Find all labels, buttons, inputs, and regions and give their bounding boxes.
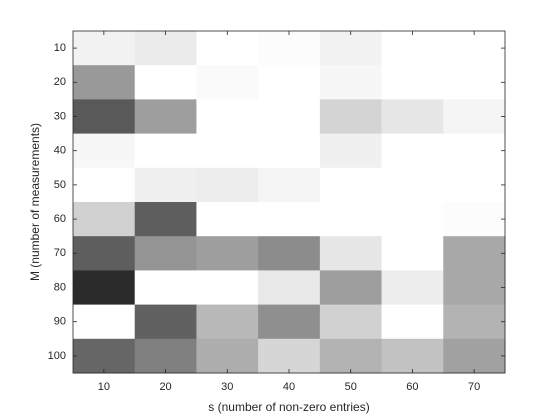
heatmap-cell xyxy=(381,133,444,169)
heatmap-cell xyxy=(258,304,321,340)
heatmap-cell xyxy=(73,338,136,374)
y-tick-label: 70 xyxy=(54,247,66,259)
x-tick-label: 70 xyxy=(468,381,480,393)
heatmap-cell xyxy=(381,65,444,100)
heatmap-cell xyxy=(196,133,259,169)
heatmap-cell xyxy=(319,304,383,340)
heatmap-cell xyxy=(443,31,506,66)
heatmap-cell xyxy=(258,338,321,374)
x-tick-label: 10 xyxy=(98,381,110,393)
heatmap-cells xyxy=(73,31,506,374)
heatmap-cell xyxy=(73,167,136,203)
x-tick-label: 30 xyxy=(221,381,233,393)
heatmap-cell xyxy=(134,65,197,100)
heatmap-cell xyxy=(381,99,444,135)
heatmap-cell xyxy=(381,167,444,203)
heatmap-cell xyxy=(381,202,444,237)
x-tick-label: 50 xyxy=(345,381,357,393)
heatmap-cell xyxy=(73,304,136,340)
x-axis-label: s (number of non-zero entries) xyxy=(208,400,369,414)
x-tick-label: 40 xyxy=(283,381,295,393)
heatmap-cell xyxy=(319,236,383,271)
heatmap-cell xyxy=(73,270,136,306)
heatmap-cell xyxy=(443,133,506,169)
y-tick-label: 90 xyxy=(54,316,66,328)
heatmap-cell xyxy=(196,31,259,66)
heatmap-cell xyxy=(443,304,506,340)
heatmap-cell xyxy=(258,202,321,237)
heatmap-cell xyxy=(443,65,506,100)
heatmap-cell xyxy=(443,270,506,306)
y-tick-label: 30 xyxy=(54,110,66,122)
heatmap-cell xyxy=(258,99,321,135)
heatmap-cell xyxy=(134,31,197,66)
heatmap-cell xyxy=(73,202,136,237)
y-tick-label: 80 xyxy=(54,281,66,293)
heatmap-cell xyxy=(134,167,197,203)
heatmap-cell xyxy=(73,133,136,169)
heatmap-cell xyxy=(319,270,383,306)
x-tick-label: 20 xyxy=(159,381,171,393)
heatmap-cell xyxy=(73,31,136,66)
y-tick-label: 60 xyxy=(54,213,66,225)
heatmap-cell xyxy=(196,99,259,135)
heatmap-cell xyxy=(196,167,259,203)
heatmap-cell xyxy=(258,270,321,306)
heatmap-cell xyxy=(258,65,321,100)
y-tick-label: 50 xyxy=(54,179,66,191)
heatmap-cell xyxy=(73,236,136,271)
y-tick-label: 40 xyxy=(54,145,66,157)
heatmap-cell xyxy=(381,304,444,340)
heatmap-cell xyxy=(319,202,383,237)
heatmap-cell xyxy=(73,65,136,100)
heatmap-cell xyxy=(443,202,506,237)
heatmap-cell xyxy=(443,338,506,374)
heatmap-cell xyxy=(196,304,259,340)
y-tick-label: 20 xyxy=(54,76,66,88)
heatmap-cell xyxy=(319,31,383,66)
heatmap-cell xyxy=(196,236,259,271)
heatmap-cell xyxy=(134,99,197,135)
heatmap-cell xyxy=(443,167,506,203)
heatmap-cell xyxy=(196,270,259,306)
heatmap-cell xyxy=(258,31,321,66)
heatmap-cell xyxy=(258,133,321,169)
heatmap-cell xyxy=(134,270,197,306)
y-axis-label: M (number of measurements) xyxy=(28,123,42,281)
heatmap-cell xyxy=(319,133,383,169)
heatmap-cell xyxy=(381,236,444,271)
heatmap-cell xyxy=(134,236,197,271)
heatmap-cell xyxy=(196,202,259,237)
heatmap-cell xyxy=(258,236,321,271)
heatmap-cell xyxy=(319,338,383,374)
x-tick-label: 60 xyxy=(406,381,418,393)
heatmap-cell xyxy=(443,236,506,271)
heatmap-cell xyxy=(319,167,383,203)
heatmap-cell xyxy=(381,338,444,374)
heatmap-cell xyxy=(73,99,136,135)
heatmap-cell xyxy=(258,167,321,203)
y-tick-label: 10 xyxy=(54,42,66,54)
heatmap-cell xyxy=(443,99,506,135)
heatmap-cell xyxy=(196,338,259,374)
heatmap-cell xyxy=(134,338,197,374)
y-tick-label: 100 xyxy=(48,350,66,362)
heatmap-cell xyxy=(381,270,444,306)
heatmap-cell xyxy=(134,202,197,237)
heatmap-cell xyxy=(196,65,259,100)
heatmap-cell xyxy=(134,133,197,169)
heatmap-cell xyxy=(319,65,383,100)
heatmap-cell xyxy=(381,31,444,66)
heatmap-cell xyxy=(319,99,383,135)
heatmap-cell xyxy=(134,304,197,340)
